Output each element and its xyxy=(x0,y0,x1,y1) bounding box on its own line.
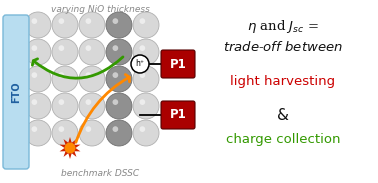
FancyBboxPatch shape xyxy=(161,50,195,78)
Text: light harvesting: light harvesting xyxy=(231,75,336,88)
Circle shape xyxy=(113,45,118,51)
Circle shape xyxy=(52,66,78,92)
Circle shape xyxy=(139,126,145,132)
FancyBboxPatch shape xyxy=(3,15,29,169)
Circle shape xyxy=(65,143,76,154)
Text: h⁺: h⁺ xyxy=(135,59,144,68)
Circle shape xyxy=(79,120,105,146)
Circle shape xyxy=(31,18,37,24)
Text: P1: P1 xyxy=(170,57,186,70)
FancyBboxPatch shape xyxy=(161,101,195,129)
Text: $\mathit{trade}$-$\mathit{off\ between}$: $\mathit{trade}$-$\mathit{off\ between}$ xyxy=(223,40,343,54)
Text: $\mathit{\eta}$ and $\mathit{J}_{\mathit{sc}}$ =: $\mathit{\eta}$ and $\mathit{J}_{\mathit… xyxy=(247,18,319,35)
Circle shape xyxy=(106,66,132,92)
Circle shape xyxy=(52,93,78,119)
Text: FTO: FTO xyxy=(11,81,21,103)
Circle shape xyxy=(133,12,159,38)
Circle shape xyxy=(106,120,132,146)
Circle shape xyxy=(106,12,132,38)
Circle shape xyxy=(113,99,118,105)
Circle shape xyxy=(113,126,118,132)
Circle shape xyxy=(79,93,105,119)
Circle shape xyxy=(52,12,78,38)
Circle shape xyxy=(25,12,51,38)
Circle shape xyxy=(113,72,118,78)
Circle shape xyxy=(133,39,159,65)
Circle shape xyxy=(139,99,145,105)
Text: charge collection: charge collection xyxy=(226,133,340,146)
Circle shape xyxy=(85,45,91,51)
Circle shape xyxy=(59,99,64,105)
Circle shape xyxy=(25,120,51,146)
Circle shape xyxy=(59,45,64,51)
Circle shape xyxy=(85,126,91,132)
Circle shape xyxy=(31,99,37,105)
Circle shape xyxy=(25,93,51,119)
Circle shape xyxy=(31,126,37,132)
Circle shape xyxy=(85,99,91,105)
Circle shape xyxy=(59,18,64,24)
Circle shape xyxy=(133,93,159,119)
Text: P1: P1 xyxy=(170,109,186,122)
Circle shape xyxy=(139,45,145,51)
Circle shape xyxy=(31,72,37,78)
Circle shape xyxy=(52,120,78,146)
Circle shape xyxy=(139,18,145,24)
Circle shape xyxy=(79,66,105,92)
Circle shape xyxy=(106,93,132,119)
Circle shape xyxy=(85,18,91,24)
Circle shape xyxy=(79,12,105,38)
Circle shape xyxy=(133,66,159,92)
Circle shape xyxy=(52,39,78,65)
Text: benchmark DSSC: benchmark DSSC xyxy=(61,169,139,178)
Circle shape xyxy=(85,72,91,78)
Text: varying NiO thickness: varying NiO thickness xyxy=(51,5,149,14)
Text: &: & xyxy=(277,108,289,123)
Polygon shape xyxy=(60,137,81,159)
Circle shape xyxy=(25,66,51,92)
Circle shape xyxy=(31,45,37,51)
Circle shape xyxy=(131,55,149,73)
Circle shape xyxy=(139,72,145,78)
Circle shape xyxy=(79,39,105,65)
Circle shape xyxy=(133,120,159,146)
Circle shape xyxy=(113,18,118,24)
Circle shape xyxy=(59,126,64,132)
Circle shape xyxy=(25,39,51,65)
Circle shape xyxy=(59,72,64,78)
Circle shape xyxy=(106,39,132,65)
